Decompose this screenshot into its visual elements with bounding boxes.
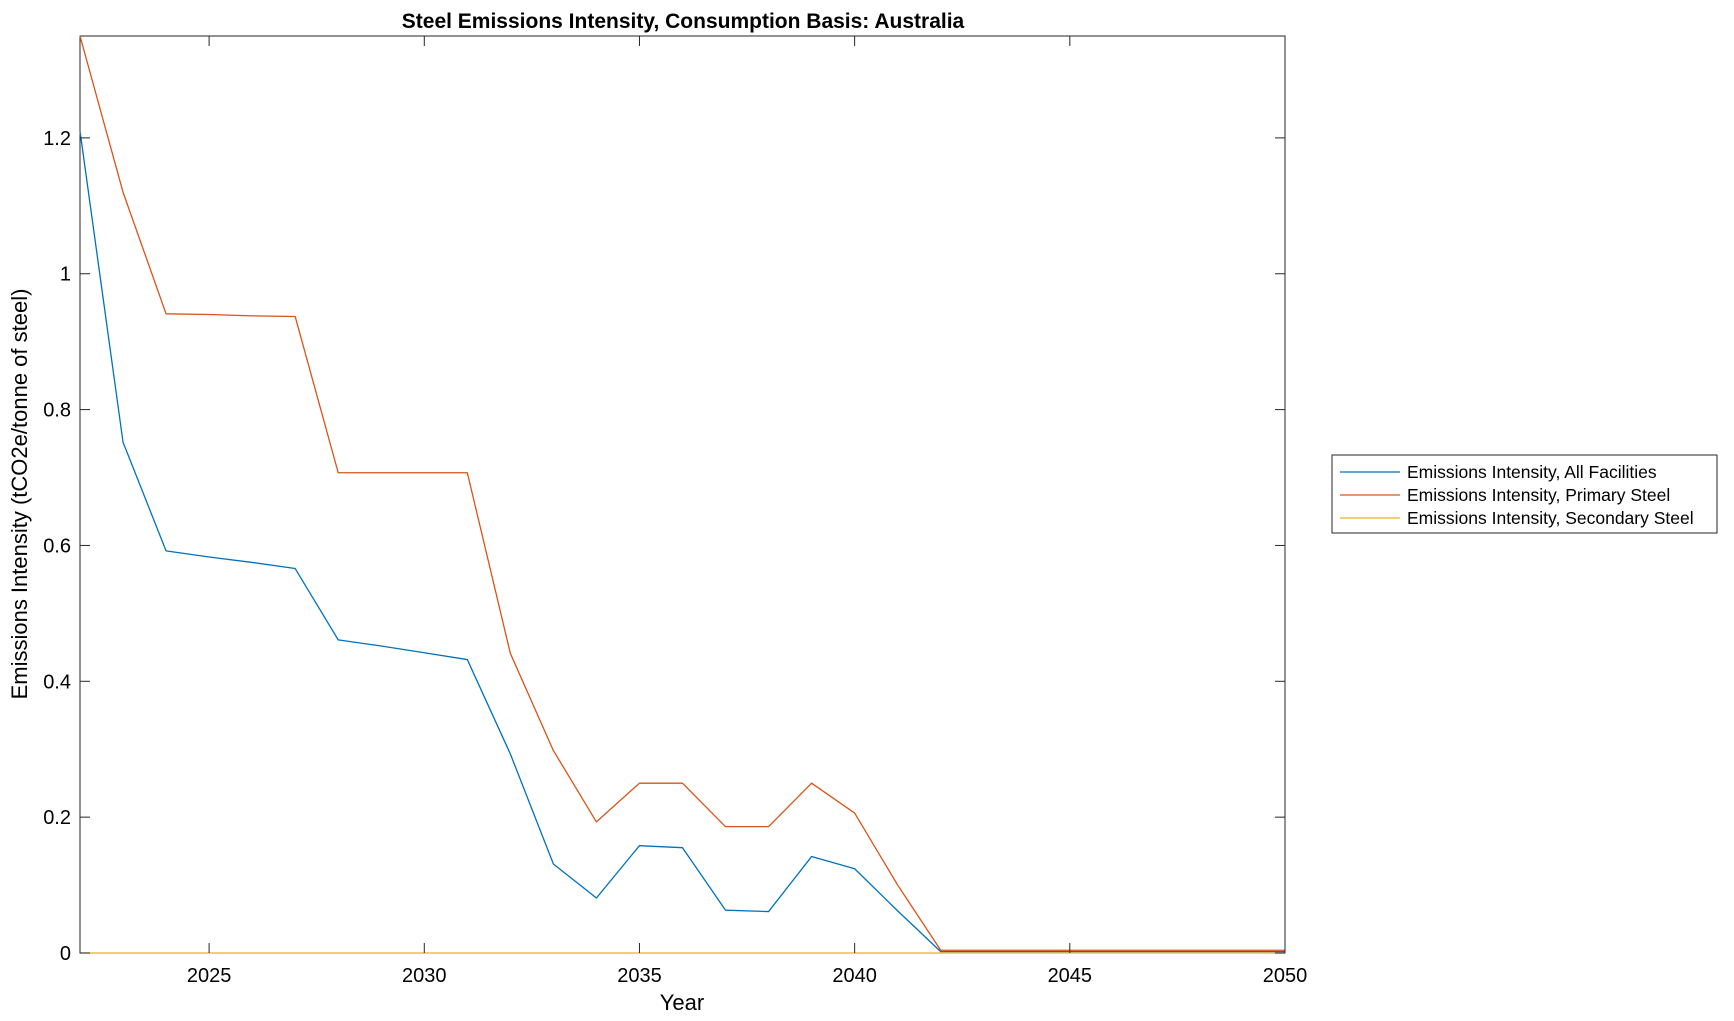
legend-label-3: Emissions Intensity, Secondary Steel (1407, 508, 1694, 528)
x-axis-label: Year (660, 990, 704, 1015)
y-axis-ticks: 0 0.2 0.4 0.6 0.8 1 1.2 (43, 128, 1285, 965)
y-tick-label: 1.2 (43, 128, 71, 150)
x-tick-label: 2040 (832, 965, 877, 987)
series-line-2 (79, 35, 1285, 951)
chart-title: Steel Emissions Intensity, Consumption B… (402, 10, 965, 33)
x-tick-label: 2050 (1263, 965, 1308, 987)
x-tick-label: 2035 (617, 965, 662, 987)
x-tick-label: 2025 (187, 965, 232, 987)
legend-items: Emissions Intensity, All Facilities Emiss… (1340, 462, 1694, 528)
y-tick-label: 1 (60, 264, 71, 286)
x-tick-label: 2045 (1048, 965, 1093, 987)
plot-lines (79, 35, 1285, 954)
y-tick-label: 0.6 (43, 535, 71, 557)
x-axis-ticks: 2025 2030 2035 2040 2045 2050 (187, 36, 1307, 987)
y-axis-label: Emissions Intensity (tCO2e/tonne of stee… (7, 289, 32, 700)
y-tick-label: 0.8 (43, 400, 71, 422)
series-line-1 (79, 131, 1285, 953)
legend[interactable]: Emissions Intensity, All Facilities Emiss… (1331, 454, 1718, 534)
plot-area (79, 35, 1286, 954)
legend-box (1331, 454, 1718, 534)
y-tick-label: 0.2 (43, 807, 71, 829)
y-tick-label: 0.4 (43, 671, 71, 693)
x-tick-label: 2030 (402, 965, 447, 987)
legend-label-1: Emissions Intensity, All Facilities (1407, 462, 1657, 482)
legend-label-2: Emissions Intensity, Primary Steel (1407, 485, 1670, 505)
y-tick-label: 0 (60, 943, 71, 965)
